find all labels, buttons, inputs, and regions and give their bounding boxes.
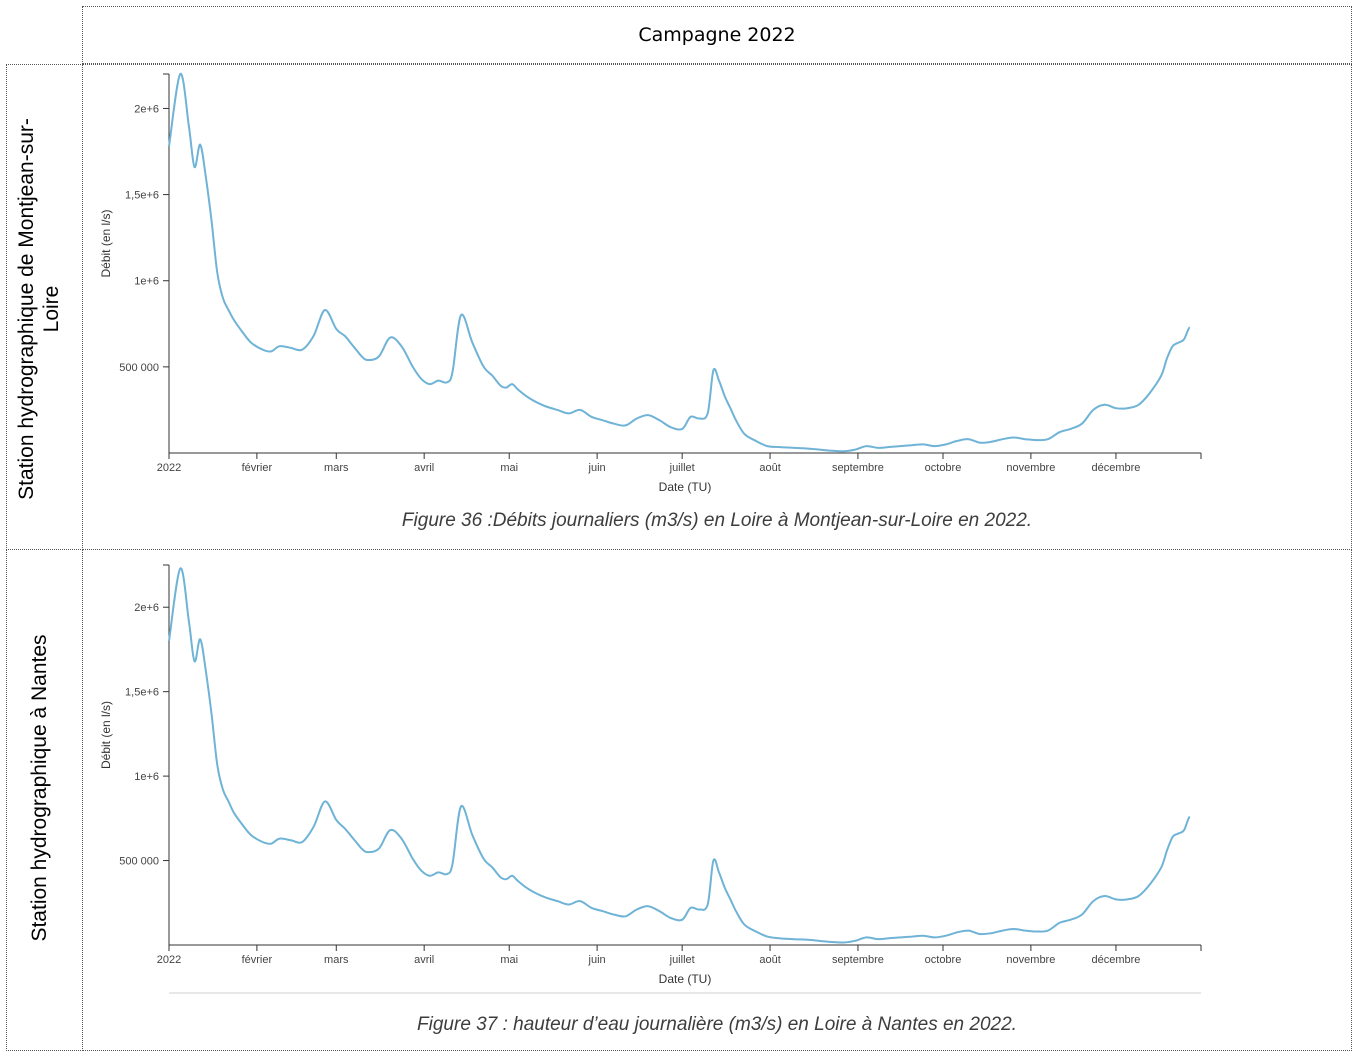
x-tick-label: avril: [414, 954, 434, 966]
chart-nantes: 500 000 1e+6 1,5e+6 2e+6 2022 février mars avri…: [99, 564, 1202, 994]
x-tick-label: juin: [588, 462, 606, 474]
x-tick-label: 2022: [157, 462, 181, 474]
x-axis-title: Date (TU): [659, 480, 712, 494]
x-tick-label: juin: [588, 954, 606, 966]
chart-montjean: 500 000 1e+6 1,5e+6 2e+6 2022 février mars avri…: [99, 72, 1202, 494]
x-tick-label: novembre: [1006, 954, 1055, 966]
y-tick-label: 500 000: [119, 362, 159, 374]
x-tick-label: septembre: [832, 462, 884, 474]
x-tick-label: décembre: [1091, 954, 1140, 966]
y-tick-label: 2e+6: [134, 103, 159, 115]
figure-caption-36: Figure 36 :Débits journaliers (m3/s) en …: [401, 510, 1033, 531]
y-tick-label: 1,5e+6: [125, 687, 159, 699]
x-tick-label: novembre: [1006, 462, 1055, 474]
x-tick-label: 2022: [157, 954, 181, 966]
y-tick-label: 1,5e+6: [125, 190, 159, 202]
x-tick-label: février: [242, 954, 273, 966]
x-tick-label: octobre: [925, 462, 962, 474]
y-tick-label: 2e+6: [134, 602, 159, 614]
series-line-debit: [168, 72, 1191, 453]
y-tick-label: 500 000: [119, 856, 159, 868]
y-tick-label: 1e+6: [134, 276, 159, 288]
figure-caption-37: Figure 37 : hauteur d’eau journalière (m…: [417, 1014, 1017, 1035]
series-line-debit: [168, 567, 1191, 944]
y-tick-label: 1e+6: [134, 771, 159, 783]
x-tick-label: décembre: [1091, 462, 1140, 474]
y-axis-title: Débit (en l/s): [99, 701, 113, 769]
x-tick-label: juillet: [669, 954, 695, 966]
table-header-title: Campagne 2022: [638, 24, 796, 46]
x-axis-title: Date (TU): [659, 972, 712, 986]
x-tick-label: mai: [500, 462, 518, 474]
x-tick-label: octobre: [925, 954, 962, 966]
x-tick-label: septembre: [832, 954, 884, 966]
x-tick-label: avril: [414, 462, 434, 474]
x-tick-label: août: [759, 954, 780, 966]
y-axis-title: Débit (en l/s): [99, 209, 113, 277]
x-tick-label: mars: [324, 954, 349, 966]
x-tick-label: mai: [500, 954, 518, 966]
x-tick-label: mars: [324, 462, 349, 474]
x-tick-label: août: [759, 462, 780, 474]
table-header-cell: [82, 6, 1352, 64]
x-tick-label: février: [242, 462, 273, 474]
x-tick-label: juillet: [669, 462, 695, 474]
